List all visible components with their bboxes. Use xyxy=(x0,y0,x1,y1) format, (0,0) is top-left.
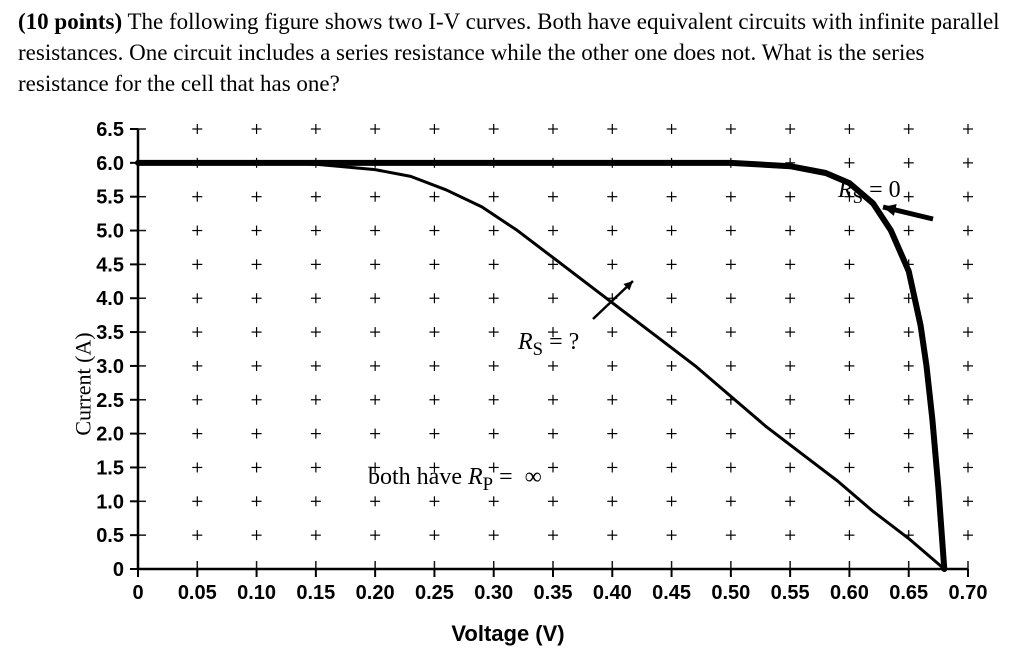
svg-text:4.0: 4.0 xyxy=(96,288,124,310)
svg-text:0.25: 0.25 xyxy=(415,582,454,604)
svg-text:0.15: 0.15 xyxy=(296,582,335,604)
svg-text:0: 0 xyxy=(113,559,124,581)
annotation-rp-infinite: both have RP = ∞ xyxy=(368,464,542,496)
svg-text:0.30: 0.30 xyxy=(474,582,513,604)
svg-text:0.40: 0.40 xyxy=(593,582,632,604)
svg-text:0.10: 0.10 xyxy=(237,582,276,604)
svg-text:6.0: 6.0 xyxy=(96,153,124,175)
x-axis-label: Voltage (V) xyxy=(28,621,988,647)
svg-text:5.5: 5.5 xyxy=(96,187,124,209)
svg-text:0.05: 0.05 xyxy=(178,582,217,604)
svg-text:1.0: 1.0 xyxy=(96,491,124,513)
svg-text:0.35: 0.35 xyxy=(534,582,573,604)
svg-text:0.50: 0.50 xyxy=(711,582,750,604)
svg-text:0: 0 xyxy=(132,582,143,604)
svg-text:3.5: 3.5 xyxy=(96,322,124,344)
svg-text:0.20: 0.20 xyxy=(356,582,395,604)
question-body: The following figure shows two I-V curve… xyxy=(18,9,1000,96)
svg-text:0.60: 0.60 xyxy=(830,582,869,604)
svg-text:6.5: 6.5 xyxy=(96,119,124,141)
svg-text:2.5: 2.5 xyxy=(96,390,124,412)
svg-text:2.0: 2.0 xyxy=(96,424,124,446)
svg-text:0.5: 0.5 xyxy=(96,525,124,547)
y-axis-label: Current (A) xyxy=(71,333,97,436)
svg-text:1.5: 1.5 xyxy=(96,458,124,480)
svg-text:0.55: 0.55 xyxy=(771,582,810,604)
svg-text:3.0: 3.0 xyxy=(96,356,124,378)
annotation-rs-zero: RS = 0 xyxy=(838,177,901,209)
svg-text:5.0: 5.0 xyxy=(96,221,124,243)
svg-text:0.45: 0.45 xyxy=(652,582,691,604)
iv-chart: 0 0.5 1.0 1.5 2.0 2.5 3.0 3.5 4.0 4.5 5.0 5.5 6.0 6.5… xyxy=(28,119,988,649)
question-text: (10 points) The following figure shows t… xyxy=(18,6,1006,99)
question-prefix: (10 points) xyxy=(18,9,122,34)
svg-text:0.65: 0.65 xyxy=(889,582,928,604)
annotation-rs-unknown: RS = ? xyxy=(518,329,579,361)
svg-text:4.5: 4.5 xyxy=(96,255,124,277)
svg-text:0.70: 0.70 xyxy=(949,582,988,604)
